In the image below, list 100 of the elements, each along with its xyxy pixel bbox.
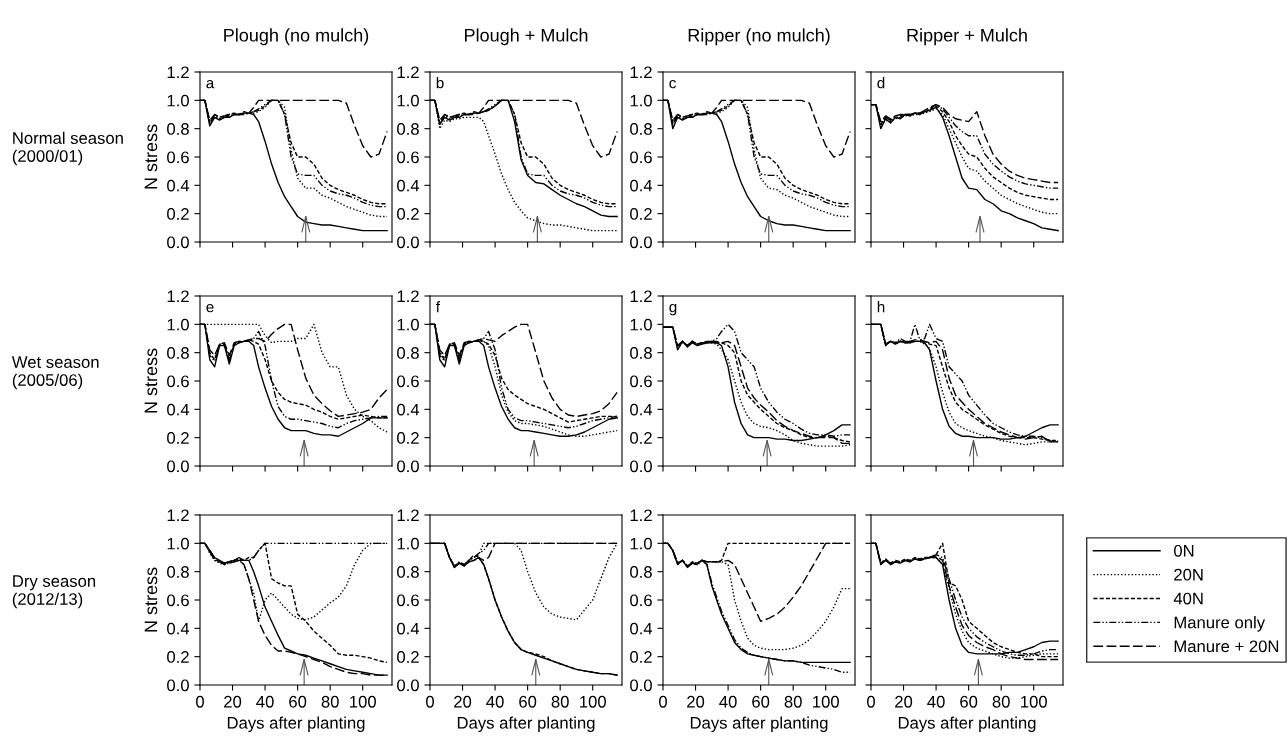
y-tick-label: 1.2 (397, 290, 419, 303)
y-tick-label: 0.8 (630, 123, 652, 135)
y-tick-label: 0.6 (630, 375, 652, 388)
x-tick-label: 40 (719, 695, 737, 708)
annotation: a (206, 79, 215, 89)
y-tick-label: 0.4 (397, 622, 420, 635)
x-tick-label: 80 (784, 695, 802, 708)
chart-title: Ripper + Mulch (907, 28, 1027, 46)
y-tick-label: 0.6 (397, 594, 419, 607)
y-tick-label: 0.0 (630, 679, 652, 692)
y-tick-label: 0.2 (397, 208, 419, 220)
y-tick-label: 0.6 (167, 594, 189, 607)
x-tick-label: 60 (519, 695, 537, 708)
legend-label: Manure only (1174, 616, 1266, 632)
x-tick-label: 20 (224, 695, 242, 708)
chart-title: Plough (no mulch) (224, 28, 369, 46)
y-tick-label: 1.0 (397, 537, 419, 550)
x-axis-title: Days after planting (898, 716, 1036, 733)
text: Wet season (2005/06) (11, 356, 99, 390)
y-tick-label: 0.2 (167, 432, 189, 444)
y-tick-label: 1.0 (630, 537, 652, 550)
annotation: d (877, 77, 885, 89)
y-tick-label: 0.2 (630, 208, 652, 220)
x-axis-title: Days after planting (457, 716, 595, 733)
y-axis-title: N stress (144, 124, 158, 189)
y-tick-label: 0.0 (397, 460, 419, 473)
x-tick-label: 100 (580, 695, 606, 708)
y-tick-label: 0.8 (167, 566, 189, 578)
y-tick-label: 0.8 (167, 347, 189, 359)
y-tick-label: 0.4 (630, 179, 653, 192)
y-tick-label: 0.0 (167, 679, 189, 692)
x-tick-label: 0 (659, 695, 667, 708)
y-tick-label: 0.8 (630, 347, 652, 359)
legend-label: 20N (1174, 568, 1203, 581)
y-tick-label: 0.6 (397, 151, 419, 164)
y-tick-label: 0.4 (167, 403, 190, 416)
y-tick-label: 0.4 (167, 622, 190, 635)
x-tick-label: 80 (551, 695, 569, 708)
y-tick-label: 1.0 (630, 318, 652, 331)
x-tick-label: 100 (1021, 695, 1047, 708)
legend-label: 40N (1173, 592, 1203, 605)
y-tick-label: 0.4 (630, 403, 653, 416)
x-tick-label: 20 (895, 695, 913, 708)
y-tick-label: 0.2 (167, 651, 189, 663)
y-tick-label: 0.2 (397, 432, 419, 444)
y-tick-label: 1.2 (630, 66, 652, 79)
y-tick-label: 1.2 (167, 509, 189, 522)
y-tick-label: 0.6 (167, 151, 189, 164)
legend-label: Manure + 20N (1174, 640, 1279, 653)
y-tick-label: 1.2 (397, 509, 419, 522)
x-tick-label: 80 (992, 695, 1010, 708)
y-tick-label: 0.6 (630, 594, 652, 607)
y-tick-label: 0.2 (397, 651, 419, 663)
y-tick-label: 1.2 (397, 66, 419, 79)
y-tick-label: 0.4 (397, 179, 420, 192)
y-tick-label: 0.0 (397, 679, 419, 692)
y-tick-label: 0.8 (397, 566, 419, 578)
x-tick-label: 40 (486, 695, 504, 708)
y-tick-label: 1.2 (630, 290, 652, 303)
y-tick-label: 1.2 (630, 509, 652, 522)
y-tick-label: 0.6 (167, 375, 189, 388)
y-tick-label: 1.0 (397, 318, 419, 331)
chart-title: Ripper (no mulch) (688, 28, 830, 46)
annotation: b (436, 77, 444, 89)
y-tick-label: 0.0 (630, 236, 652, 249)
x-tick-label: 20 (687, 695, 705, 708)
x-axis-title: Days after planting (690, 716, 828, 733)
y-tick-label: 0.0 (167, 460, 189, 473)
annotation: f (435, 301, 441, 313)
annotation: c (669, 79, 676, 89)
y-tick-label: 0.2 (630, 432, 652, 444)
y-axis-title: N stress (144, 567, 158, 632)
text: Normal season (2000/01) (12, 131, 123, 166)
x-tick-label: 0 (867, 695, 875, 708)
annotation: e (206, 303, 214, 313)
x-tick-label: 80 (321, 695, 339, 708)
x-tick-label: 0 (196, 695, 204, 708)
legend-label: 0N (1174, 544, 1194, 557)
y-tick-label: 0.6 (630, 151, 652, 164)
y-tick-label: 1.0 (167, 94, 189, 107)
y-tick-label: 0.8 (397, 347, 419, 359)
y-tick-label: 1.0 (397, 94, 419, 107)
y-tick-label: 0.0 (167, 236, 189, 249)
x-tick-label: 20 (454, 695, 472, 708)
y-tick-label: 0.6 (397, 375, 419, 388)
x-tick-label: 0 (426, 695, 434, 708)
y-tick-label: 0.4 (397, 403, 420, 416)
y-tick-label: 0.8 (397, 123, 419, 135)
y-tick-label: 1.0 (630, 94, 652, 107)
y-tick-label: 0.4 (167, 179, 190, 192)
y-tick-label: 1.0 (167, 537, 189, 550)
annotation: h (877, 301, 885, 313)
y-tick-label: 1.2 (167, 290, 189, 303)
y-axis-title: N stress (144, 348, 158, 413)
x-tick-label: 60 (752, 695, 770, 708)
x-tick-label: 60 (960, 695, 978, 708)
annotation: g (669, 303, 677, 316)
x-tick-label: 100 (350, 695, 376, 708)
chart-title: Plough + Mulch (465, 28, 588, 46)
x-tick-label: 40 (256, 695, 274, 708)
